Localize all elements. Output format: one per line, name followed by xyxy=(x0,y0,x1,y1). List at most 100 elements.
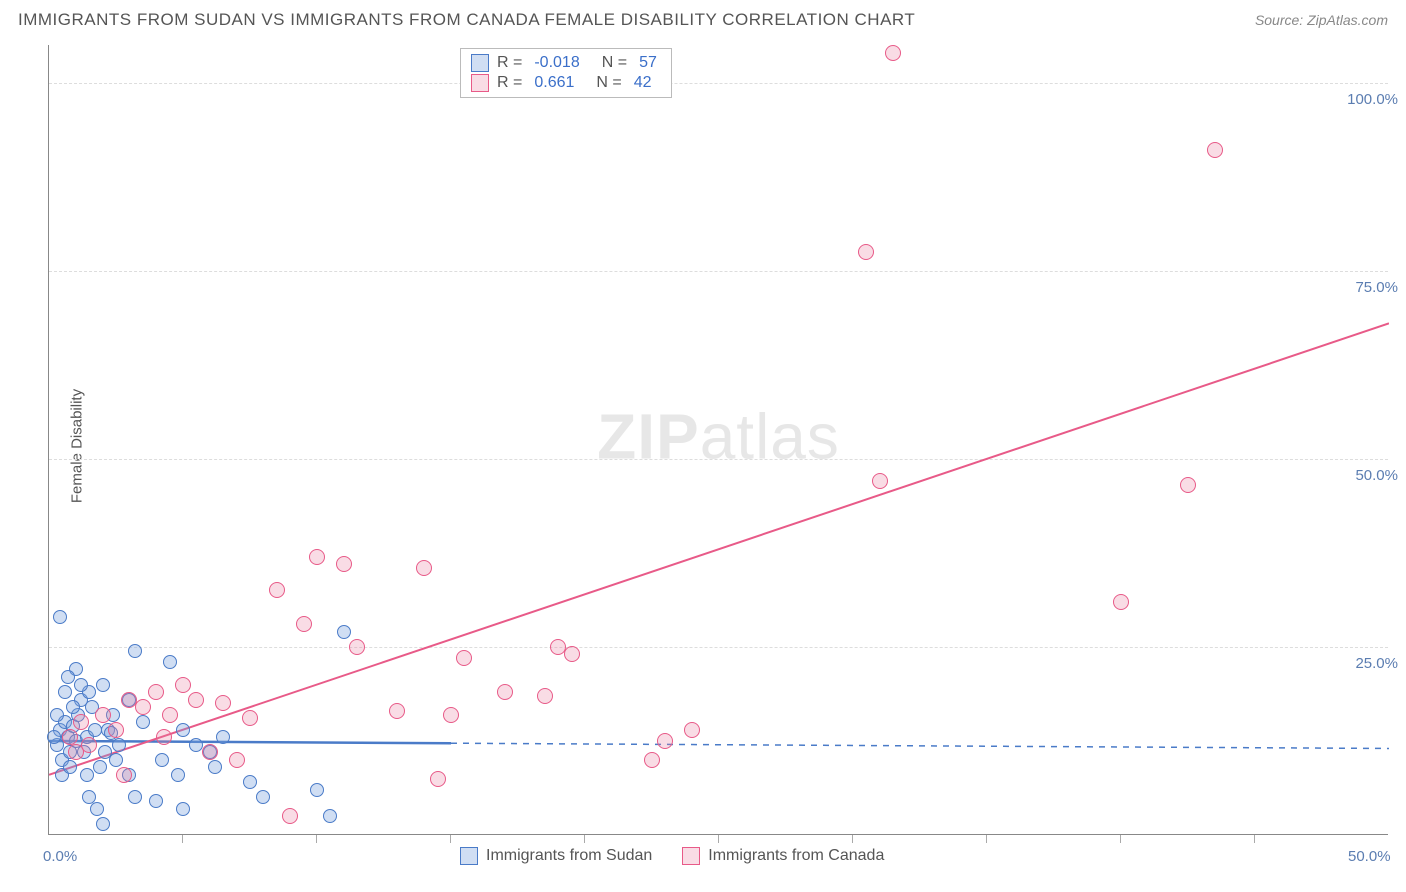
watermark: ZIPatlas xyxy=(597,399,840,473)
data-point-canada xyxy=(443,707,459,723)
data-point-canada xyxy=(416,560,432,576)
regression-line-canada xyxy=(49,323,1389,774)
x-tick xyxy=(1254,835,1255,843)
x-tick-label: 50.0% xyxy=(1348,848,1391,865)
data-point-sudan xyxy=(98,745,112,759)
data-point-canada xyxy=(497,684,513,700)
regression-line-sudan xyxy=(49,741,451,743)
regression-dash-sudan xyxy=(451,743,1389,748)
data-point-canada xyxy=(885,45,901,61)
data-point-canada xyxy=(202,744,218,760)
x-tick-label: 0.0% xyxy=(43,848,77,865)
data-point-sudan xyxy=(171,768,185,782)
gridline xyxy=(49,647,1388,648)
data-point-canada xyxy=(215,695,231,711)
data-point-canada xyxy=(858,244,874,260)
data-point-canada xyxy=(162,707,178,723)
data-point-canada xyxy=(116,767,132,783)
data-point-canada xyxy=(657,733,673,749)
legend-label-sudan: Immigrants from Sudan xyxy=(486,847,652,865)
n-value-canada: 42 xyxy=(630,74,656,92)
gridline xyxy=(49,83,1388,84)
data-point-sudan xyxy=(66,700,80,714)
data-point-canada xyxy=(456,650,472,666)
r-value-sudan: -0.018 xyxy=(530,54,583,72)
data-point-canada xyxy=(336,556,352,572)
legend-stat-row-sudan: R =-0.018N =57 xyxy=(471,53,661,73)
chart-header: IMMIGRANTS FROM SUDAN VS IMMIGRANTS FROM… xyxy=(18,10,1388,30)
data-point-canada xyxy=(188,692,204,708)
data-point-sudan xyxy=(47,730,61,744)
data-point-sudan xyxy=(323,809,337,823)
data-point-canada xyxy=(309,549,325,565)
data-point-sudan xyxy=(128,790,142,804)
data-point-sudan xyxy=(80,768,94,782)
data-point-canada xyxy=(1180,477,1196,493)
plot-area: ZIPatlas xyxy=(48,45,1388,835)
data-point-sudan xyxy=(208,760,222,774)
data-point-canada xyxy=(73,714,89,730)
data-point-sudan xyxy=(58,685,72,699)
data-point-canada xyxy=(537,688,553,704)
data-point-canada xyxy=(1113,594,1129,610)
data-point-sudan xyxy=(93,760,107,774)
legend-swatch-bottom-sudan xyxy=(460,847,478,865)
data-point-sudan xyxy=(128,644,142,658)
x-tick xyxy=(182,835,183,843)
data-point-canada xyxy=(62,729,78,745)
data-point-sudan xyxy=(82,790,96,804)
data-point-canada xyxy=(68,744,84,760)
data-point-sudan xyxy=(53,610,67,624)
data-point-sudan xyxy=(88,723,102,737)
data-point-sudan xyxy=(63,760,77,774)
legend-label-canada: Immigrants from Canada xyxy=(708,847,884,865)
data-point-sudan xyxy=(96,678,110,692)
data-point-canada xyxy=(156,729,172,745)
data-point-sudan xyxy=(176,723,190,737)
data-point-sudan xyxy=(176,802,190,816)
data-point-canada xyxy=(135,699,151,715)
data-point-sudan xyxy=(74,678,88,692)
x-tick xyxy=(316,835,317,843)
data-point-canada xyxy=(175,677,191,693)
x-tick xyxy=(450,835,451,843)
x-tick xyxy=(1120,835,1121,843)
legend-item-sudan: Immigrants from Sudan xyxy=(460,847,652,865)
y-tick-label: 75.0% xyxy=(1355,279,1398,296)
data-point-sudan xyxy=(155,753,169,767)
n-prefix: N = xyxy=(596,74,621,92)
r-prefix: R = xyxy=(497,54,522,72)
watermark-rest: atlas xyxy=(700,400,840,472)
legend-swatch-canada xyxy=(471,74,489,92)
x-tick xyxy=(852,835,853,843)
data-point-canada xyxy=(229,752,245,768)
x-tick xyxy=(718,835,719,843)
data-point-sudan xyxy=(61,670,75,684)
data-point-sudan xyxy=(243,775,257,789)
r-prefix: R = xyxy=(497,74,522,92)
data-point-canada xyxy=(872,473,888,489)
data-point-sudan xyxy=(337,625,351,639)
data-point-canada xyxy=(108,722,124,738)
data-point-canada xyxy=(684,722,700,738)
data-point-canada xyxy=(1207,142,1223,158)
data-point-sudan xyxy=(256,790,270,804)
watermark-bold: ZIP xyxy=(597,400,700,472)
data-point-canada xyxy=(430,771,446,787)
y-tick-label: 100.0% xyxy=(1347,91,1398,108)
data-point-canada xyxy=(242,710,258,726)
data-point-canada xyxy=(644,752,660,768)
data-point-canada xyxy=(564,646,580,662)
data-point-canada xyxy=(296,616,312,632)
n-value-sudan: 57 xyxy=(635,54,661,72)
data-point-sudan xyxy=(149,794,163,808)
chart-source: Source: ZipAtlas.com xyxy=(1255,12,1388,28)
legend-stat-row-canada: R =0.661N =42 xyxy=(471,73,661,93)
data-point-canada xyxy=(95,707,111,723)
gridline xyxy=(49,459,1388,460)
y-tick-label: 50.0% xyxy=(1355,467,1398,484)
data-point-sudan xyxy=(310,783,324,797)
data-point-canada xyxy=(269,582,285,598)
data-point-sudan xyxy=(163,655,177,669)
gridline xyxy=(49,271,1388,272)
